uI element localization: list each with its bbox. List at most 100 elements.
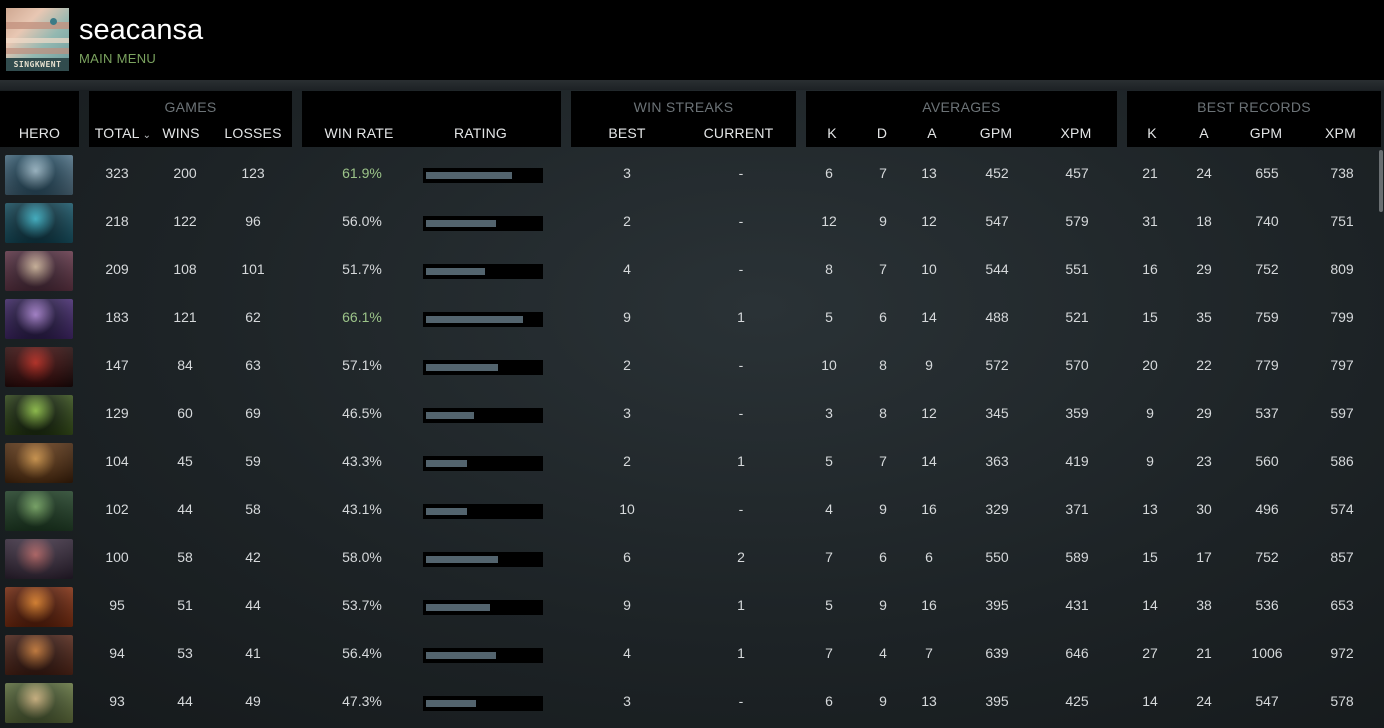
column-header-total[interactable]: TOTAL ⌄ <box>89 125 157 141</box>
cell-best-xpm: 578 <box>1330 693 1354 709</box>
column-header-rating[interactable]: RATING <box>453 125 508 141</box>
cell-best-gpm: 752 <box>1255 261 1279 277</box>
cell-avg-gpm: 395 <box>985 597 1009 613</box>
cell-streak-best: 3 <box>623 405 631 421</box>
cell-avg-k: 3 <box>825 405 833 421</box>
avatar[interactable]: SINGKWENT <box>6 8 69 71</box>
cell-streak-current: 1 <box>737 597 745 613</box>
cell-avg-gpm: 550 <box>985 549 1009 565</box>
cell-avg-k: 10 <box>821 357 837 373</box>
hero-portrait-6[interactable] <box>5 395 73 435</box>
games-header-box <box>89 91 292 147</box>
cell-avg-a: 9 <box>925 357 933 373</box>
cell-avg-d: 4 <box>879 645 887 661</box>
main-menu-link[interactable]: MAIN MENU <box>79 51 157 66</box>
cell-win-rate: 51.7% <box>342 261 382 277</box>
column-header-best-a[interactable]: A <box>1199 125 1209 141</box>
cell-avg-gpm: 639 <box>985 645 1009 661</box>
hero-portrait-5[interactable] <box>5 347 73 387</box>
cell-best-k: 9 <box>1146 453 1154 469</box>
table-row[interactable]: 147 84 63 57.1% 2 - 10 8 9 572 570 20 22 779 797 <box>0 343 1384 391</box>
hero-portrait-4[interactable] <box>5 299 73 339</box>
table-row[interactable]: 100 58 42 58.0% 6 2 7 6 6 550 589 15 17 752 857 <box>0 535 1384 583</box>
hero-portrait-10[interactable] <box>5 587 73 627</box>
cell-avg-gpm: 544 <box>985 261 1009 277</box>
hero-portrait-2[interactable] <box>5 203 73 243</box>
cell-avg-a: 6 <box>925 549 933 565</box>
hero-portrait-3[interactable] <box>5 251 73 291</box>
cell-best-a: 29 <box>1196 405 1212 421</box>
rating-bar <box>423 312 543 327</box>
hero-header-box <box>0 91 79 147</box>
table-row[interactable]: 183 121 62 66.1% 9 1 5 6 14 488 521 15 35 759 799 <box>0 295 1384 343</box>
cell-avg-gpm: 572 <box>985 357 1009 373</box>
table-row[interactable]: 102 44 58 43.1% 10 - 4 9 16 329 371 13 30 496 574 <box>0 487 1384 535</box>
table-row[interactable]: 93 44 49 47.3% 3 - 6 9 13 395 425 14 24 547 578 <box>0 679 1384 727</box>
cell-avg-a: 13 <box>921 693 937 709</box>
cell-best-a: 21 <box>1196 645 1212 661</box>
rating-bar-fill <box>426 652 496 659</box>
cell-avg-k: 5 <box>825 453 833 469</box>
cell-avg-k: 5 <box>825 597 833 613</box>
column-header-best-gpm[interactable]: GPM <box>1249 125 1283 141</box>
cell-losses: 59 <box>245 453 261 469</box>
column-header-hero[interactable]: HERO <box>18 125 61 141</box>
column-header-wins[interactable]: WINS <box>162 125 200 141</box>
cell-losses: 123 <box>241 165 265 181</box>
hero-portrait-11[interactable] <box>5 635 73 675</box>
cell-streak-current: 1 <box>737 645 745 661</box>
column-header-losses[interactable]: LOSSES <box>224 125 282 141</box>
column-header-avg-d[interactable]: D <box>876 125 888 141</box>
cell-avg-xpm: 646 <box>1065 645 1089 661</box>
table-row[interactable]: 323 200 123 61.9% 3 - 6 7 13 452 457 21 24 655 738 <box>0 151 1384 199</box>
column-header-win-rate[interactable]: WIN RATE <box>324 125 394 141</box>
cell-best-a: 35 <box>1196 309 1212 325</box>
column-header-best-k[interactable]: K <box>1147 125 1157 141</box>
cell-streak-best: 10 <box>619 501 635 517</box>
cell-best-gpm: 547 <box>1255 693 1279 709</box>
cell-avg-k: 7 <box>825 549 833 565</box>
cell-total: 104 <box>105 453 129 469</box>
cell-best-k: 21 <box>1142 165 1158 181</box>
cell-avg-k: 6 <box>825 165 833 181</box>
hero-portrait-12[interactable] <box>5 683 73 723</box>
cell-best-k: 14 <box>1142 597 1158 613</box>
cell-avg-k: 8 <box>825 261 833 277</box>
cell-best-k: 27 <box>1142 645 1158 661</box>
cell-total: 93 <box>109 693 125 709</box>
cell-best-xpm: 751 <box>1330 213 1354 229</box>
hero-portrait-1[interactable] <box>5 155 73 195</box>
cell-total: 100 <box>105 549 129 565</box>
hero-portrait-7[interactable] <box>5 443 73 483</box>
cell-streak-best: 2 <box>623 357 631 373</box>
hero-portrait-8[interactable] <box>5 491 73 531</box>
column-header-streak-best[interactable]: BEST <box>608 125 646 141</box>
column-header-avg-a[interactable]: A <box>927 125 937 141</box>
cell-losses: 96 <box>245 213 261 229</box>
cell-best-k: 13 <box>1142 501 1158 517</box>
column-header-avg-k[interactable]: K <box>827 125 837 141</box>
cell-avg-k: 12 <box>821 213 837 229</box>
cell-wins: 45 <box>177 453 193 469</box>
cell-streak-best: 6 <box>623 549 631 565</box>
table-row[interactable]: 218 122 96 56.0% 2 - 12 9 12 547 579 31 18 740 751 <box>0 199 1384 247</box>
cell-avg-d: 6 <box>879 549 887 565</box>
column-header-avg-gpm[interactable]: GPM <box>979 125 1013 141</box>
scrollbar[interactable] <box>1379 150 1383 212</box>
table-row[interactable]: 94 53 41 56.4% 4 1 7 4 7 639 646 27 21 1006 972 <box>0 631 1384 679</box>
table-row[interactable]: 95 51 44 53.7% 9 1 5 9 16 395 431 14 38 536 653 <box>0 583 1384 631</box>
column-header-best-xpm[interactable]: XPM <box>1325 125 1356 141</box>
cell-best-xpm: 597 <box>1330 405 1354 421</box>
column-header-avg-xpm[interactable]: XPM <box>1060 125 1092 141</box>
hero-portrait-9[interactable] <box>5 539 73 579</box>
cell-win-rate: 56.4% <box>342 645 382 661</box>
cell-best-gpm: 496 <box>1255 501 1279 517</box>
rating-bar-fill <box>426 412 474 419</box>
rating-header-box <box>302 91 561 147</box>
column-header-streak-current[interactable]: CURRENT <box>703 125 774 141</box>
cell-wins: 44 <box>177 693 193 709</box>
table-row[interactable]: 104 45 59 43.3% 2 1 5 7 14 363 419 9 23 560 586 <box>0 439 1384 487</box>
table-row[interactable]: 129 60 69 46.5% 3 - 3 8 12 345 359 9 29 537 597 <box>0 391 1384 439</box>
table-row[interactable]: 209 108 101 51.7% 4 - 8 7 10 544 551 16 29 752 809 <box>0 247 1384 295</box>
cell-best-k: 14 <box>1142 693 1158 709</box>
